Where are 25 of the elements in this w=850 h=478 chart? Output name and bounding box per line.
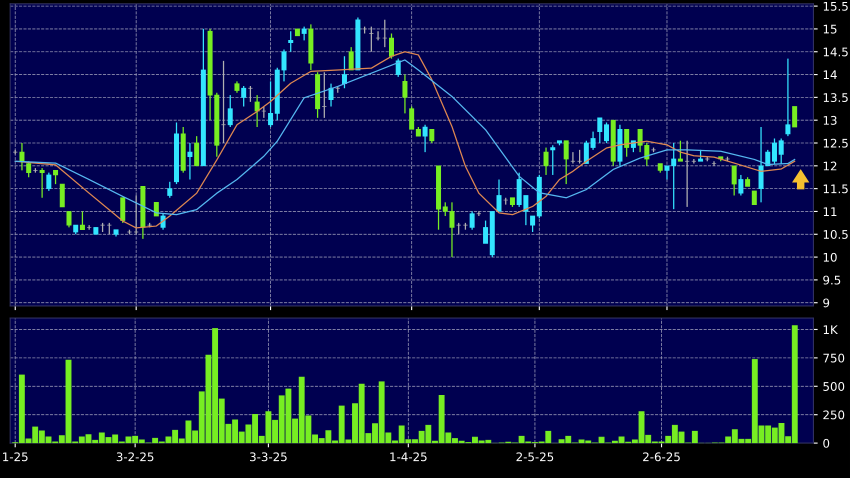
x-tick-label: 2-5-25 [516, 452, 554, 462]
y-tick-label: 15.5 [824, 2, 848, 11]
y-tick-label: 11 [824, 207, 836, 216]
x-tick-label: 1-25 [3, 452, 28, 462]
y-tick-label: 10 [824, 252, 837, 262]
y-tick-label: 250 [823, 410, 844, 420]
y-tick-label: 14 [824, 70, 837, 80]
y-tick-label: 14.5 [824, 48, 848, 56]
y-tick-label: 12 [824, 162, 836, 170]
x-tick-label: 2-6-25 [643, 452, 680, 462]
y-tick-label: 10.5 [824, 230, 848, 239]
y-tick-label: 750 [823, 354, 844, 363]
y-tick-label: 0 [823, 438, 830, 448]
y-tick-label: 11.5 [824, 184, 848, 194]
y-tick-label: 12.5 [824, 138, 848, 148]
y-tick-label: 500 [823, 382, 844, 391]
y-tick-label: 1K [824, 325, 838, 334]
y-tick-label: 9.5 [823, 276, 840, 285]
x-tick-label: 3-2-25 [116, 452, 154, 462]
y-tick-label: 13.5 [824, 93, 848, 102]
y-tick-label: 9 [823, 298, 830, 308]
x-tick-label: 3-3-25 [250, 452, 287, 462]
x-tick-label: 1-4-25 [390, 452, 427, 462]
y-tick-label: 13 [824, 116, 837, 125]
y-tick-label: 15 [824, 24, 836, 34]
